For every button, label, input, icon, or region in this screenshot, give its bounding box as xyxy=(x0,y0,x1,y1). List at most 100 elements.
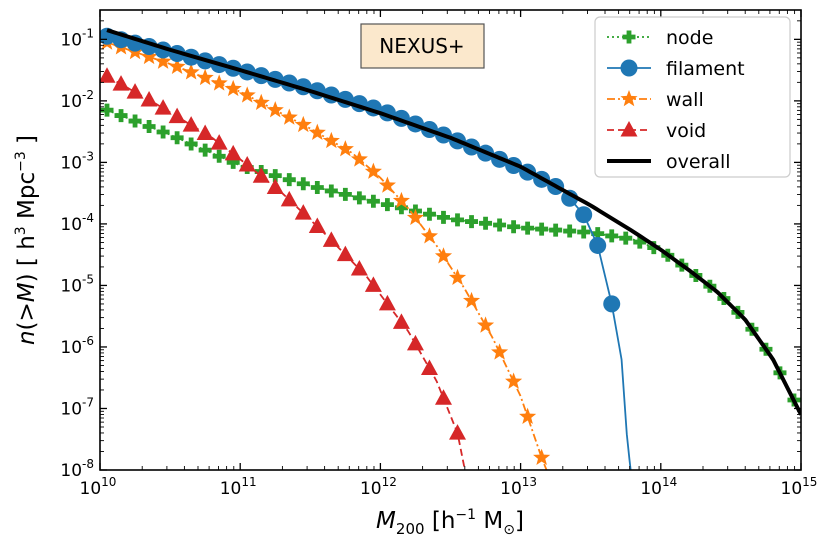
series-layer xyxy=(100,27,801,470)
marker-node xyxy=(380,198,394,212)
plot-frame xyxy=(99,9,802,471)
marker-node xyxy=(619,231,633,245)
ticks-layer xyxy=(99,9,802,471)
marker-node xyxy=(128,114,142,128)
annotation-text: NEXUS+ xyxy=(379,34,464,58)
marker-node xyxy=(198,143,212,157)
marker-void xyxy=(336,245,354,262)
marker-node xyxy=(114,109,128,123)
y-tick-label: 10-1 xyxy=(60,26,94,50)
marker-void xyxy=(238,155,256,172)
marker-node xyxy=(563,224,577,238)
legend-marker xyxy=(620,90,638,107)
marker-wall xyxy=(210,74,228,91)
legend-label: filament xyxy=(666,58,745,80)
y-tick-label: 10-8 xyxy=(60,457,94,481)
marker-void xyxy=(308,217,326,233)
y-tick-label: 10-2 xyxy=(60,88,94,112)
marker-void xyxy=(294,204,312,220)
marker-node xyxy=(493,218,507,232)
marker-wall xyxy=(378,176,396,193)
marker-wall xyxy=(476,316,495,333)
marker-void xyxy=(322,231,340,247)
legend-item-wall: wall xyxy=(607,89,704,111)
marker-filament xyxy=(603,295,621,313)
x-tick-label: 1010 xyxy=(80,475,117,499)
legend-label: wall xyxy=(666,89,704,111)
series-line-wall xyxy=(106,41,548,470)
marker-node xyxy=(394,201,408,215)
marker-void xyxy=(378,294,396,311)
marker-node xyxy=(521,221,535,235)
legend-item-filament: filament xyxy=(607,58,745,80)
marker-wall xyxy=(238,86,256,103)
marker-filament xyxy=(575,206,593,224)
legend-item-node: node xyxy=(607,27,713,49)
marker-node xyxy=(324,184,338,198)
marker-wall xyxy=(154,52,172,69)
marker-node xyxy=(422,207,436,221)
marker-filament xyxy=(589,236,607,254)
y-tick-label: 10-7 xyxy=(60,395,94,419)
marker-node xyxy=(465,215,479,229)
marker-void xyxy=(434,389,452,405)
marker-void xyxy=(112,75,130,91)
x-tick-label: 1011 xyxy=(220,475,257,499)
marker-void xyxy=(140,90,158,107)
marker-node xyxy=(170,131,184,145)
y-tick-label: 10-5 xyxy=(60,272,94,296)
marker-node xyxy=(142,120,156,134)
marker-node xyxy=(479,216,493,230)
legend-frame xyxy=(594,16,791,178)
marker-node xyxy=(647,241,661,255)
marker-node xyxy=(535,222,549,236)
tick-labels: 1010 1011 1012 1013 1014 1015 10-8 10-7 10-6 10-5… xyxy=(60,26,817,499)
marker-node xyxy=(507,220,521,234)
marker-node xyxy=(268,169,282,183)
marker-void xyxy=(154,99,172,115)
legend: node filament wall void overall xyxy=(594,16,791,178)
marker-wall xyxy=(294,115,312,133)
marker-void xyxy=(449,424,467,440)
marker-node xyxy=(352,191,366,205)
marker-node xyxy=(156,125,170,139)
series-filament xyxy=(100,27,632,470)
marker-void xyxy=(420,359,438,375)
marker-void xyxy=(182,116,200,132)
legend-label: void xyxy=(666,120,706,142)
marker-wall xyxy=(350,150,368,167)
marker-void xyxy=(196,124,214,141)
y-axis-label: n(>M) [ h3 Mpc−3 ] xyxy=(13,135,40,345)
marker-void xyxy=(392,313,410,329)
legend-label: node xyxy=(666,27,713,49)
marker-node xyxy=(591,227,605,241)
marker-wall xyxy=(140,47,158,65)
x-axis-label: M200 [h−1 M⊙] xyxy=(376,507,524,538)
marker-void xyxy=(266,178,284,195)
marker-void xyxy=(364,276,382,292)
legend-item-void: void xyxy=(607,120,706,142)
marker-node xyxy=(296,177,310,191)
marker-wall xyxy=(420,227,439,244)
marker-wall xyxy=(224,79,242,97)
marker-node xyxy=(577,225,591,239)
x-tick-label: 1013 xyxy=(500,475,537,499)
legend-label: overall xyxy=(666,151,731,173)
marker-node xyxy=(549,223,563,237)
marker-node xyxy=(338,187,352,201)
marker-wall xyxy=(406,208,425,226)
series-overall xyxy=(106,28,801,416)
marker-wall xyxy=(266,101,284,118)
marker-wall xyxy=(182,63,200,80)
legend-marker xyxy=(620,121,638,137)
marker-wall xyxy=(336,140,354,157)
marker-node xyxy=(451,213,465,227)
marker-wall xyxy=(308,123,326,140)
marker-wall xyxy=(196,68,214,86)
marker-wall xyxy=(448,268,467,286)
marker-node xyxy=(366,194,380,208)
marker-wall xyxy=(519,407,537,424)
y-tick-label: 10-3 xyxy=(60,149,94,173)
series-line-overall xyxy=(106,28,801,416)
